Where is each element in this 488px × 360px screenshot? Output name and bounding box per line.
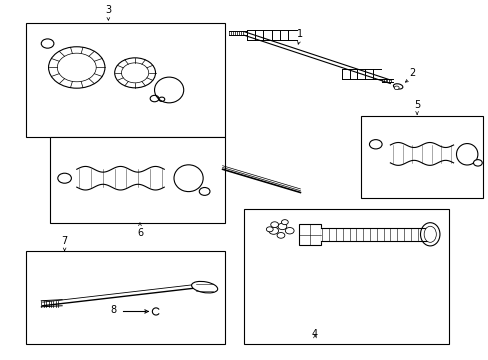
- Circle shape: [58, 173, 71, 183]
- Text: 5: 5: [413, 100, 419, 111]
- Text: 8: 8: [110, 305, 116, 315]
- Circle shape: [266, 227, 273, 232]
- Circle shape: [277, 233, 285, 238]
- Text: 4: 4: [311, 329, 317, 339]
- Circle shape: [57, 53, 96, 82]
- Bar: [298, 224, 320, 245]
- Text: 7: 7: [61, 236, 67, 246]
- Circle shape: [472, 159, 481, 166]
- Circle shape: [150, 95, 159, 102]
- Bar: [361, 116, 482, 198]
- Circle shape: [285, 228, 293, 234]
- Circle shape: [369, 140, 381, 149]
- Bar: [26, 23, 224, 137]
- Text: 6: 6: [137, 228, 142, 238]
- Text: 1: 1: [297, 29, 303, 39]
- Circle shape: [393, 86, 398, 90]
- Ellipse shape: [423, 226, 435, 242]
- Circle shape: [121, 63, 148, 83]
- Circle shape: [159, 97, 164, 102]
- Circle shape: [115, 58, 155, 88]
- Ellipse shape: [420, 223, 439, 246]
- Circle shape: [48, 47, 105, 88]
- Bar: [26, 251, 224, 344]
- Circle shape: [270, 222, 278, 228]
- Circle shape: [281, 220, 287, 225]
- Text: 3: 3: [105, 5, 111, 15]
- Bar: [50, 137, 224, 223]
- Circle shape: [41, 39, 54, 48]
- Circle shape: [278, 223, 286, 230]
- Bar: [244, 208, 448, 344]
- Text: 2: 2: [408, 68, 414, 78]
- Ellipse shape: [393, 84, 402, 89]
- Ellipse shape: [191, 282, 217, 293]
- Circle shape: [268, 227, 278, 234]
- Circle shape: [199, 188, 209, 195]
